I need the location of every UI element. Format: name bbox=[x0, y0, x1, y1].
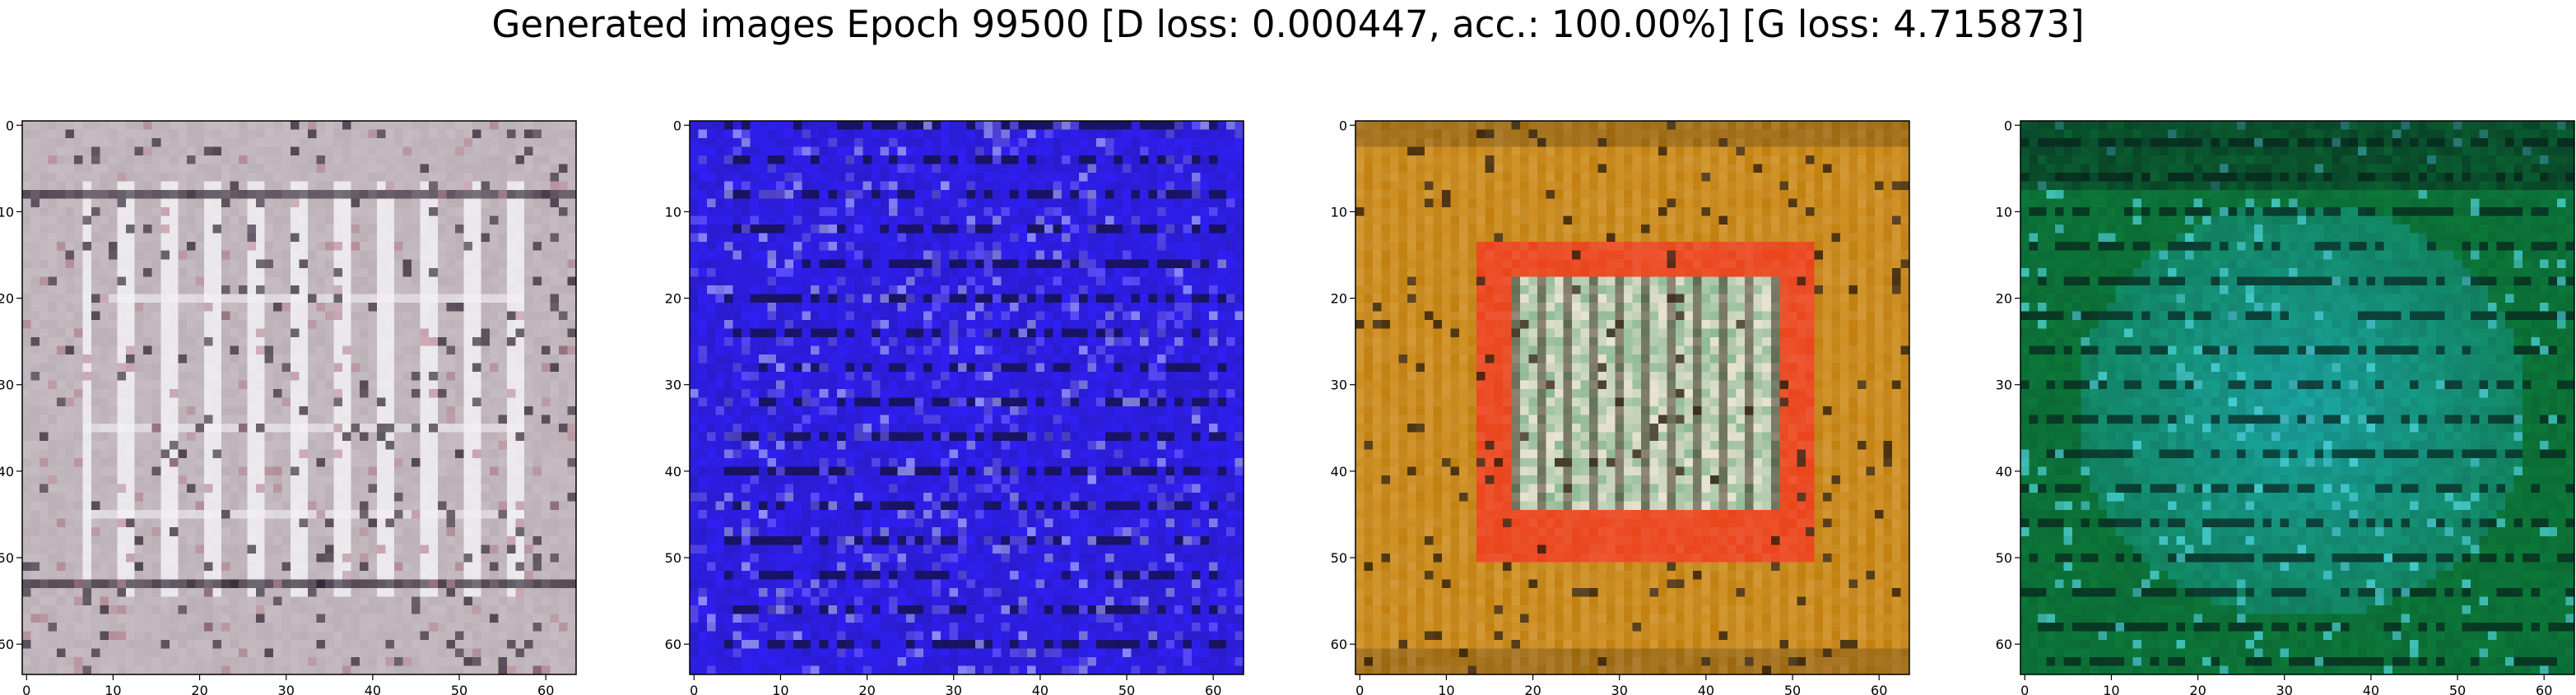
x-tick-label: 20 bbox=[2189, 683, 2206, 695]
x-tick-label: 30 bbox=[2276, 683, 2293, 695]
x-tick-label: 60 bbox=[537, 683, 554, 695]
x-tick-label: 60 bbox=[1205, 683, 1221, 695]
panel-green-teal: 0 10 20 30 40 50 60 0 10 20 30 40 50 60 bbox=[1996, 118, 2575, 695]
y-tick-label: 60 bbox=[1996, 637, 2012, 652]
x-tick-label: 0 bbox=[1355, 683, 1364, 695]
y-tick-label: 60 bbox=[665, 637, 681, 652]
x-tick-label: 30 bbox=[946, 683, 962, 695]
panel-orange-red-frame: 0 10 20 30 40 50 60 0 10 20 30 40 50 60 bbox=[1331, 118, 1910, 695]
y-tick-label: 20 bbox=[1331, 291, 1347, 307]
y-tick-label: 20 bbox=[0, 291, 14, 307]
y-tick-label: 40 bbox=[1331, 464, 1347, 480]
x-tick-label: 0 bbox=[22, 683, 30, 695]
y-tick-label: 30 bbox=[0, 378, 14, 393]
y-tick-label: 40 bbox=[1996, 464, 2012, 480]
x-tick-label: 50 bbox=[2449, 683, 2466, 695]
y-tick-label: 0 bbox=[6, 118, 14, 133]
y-tick-label: 10 bbox=[1996, 204, 2012, 220]
y-tick-label: 10 bbox=[665, 204, 681, 220]
y-tick-label: 50 bbox=[1331, 550, 1347, 566]
x-tick-label: 30 bbox=[1611, 683, 1628, 695]
y-tick-label: 50 bbox=[1996, 550, 2012, 566]
y-tick-label: 10 bbox=[0, 204, 14, 220]
x-tick-label: 50 bbox=[1784, 683, 1801, 695]
y-tick-label: 0 bbox=[1339, 118, 1347, 133]
x-tick-label: 30 bbox=[278, 683, 295, 695]
x-tick-label: 40 bbox=[1698, 683, 1714, 695]
x-tick-label: 10 bbox=[1438, 683, 1454, 695]
x-tick-label: 40 bbox=[2363, 683, 2379, 695]
y-tick-label: 30 bbox=[1331, 378, 1347, 393]
generated-image bbox=[1355, 121, 1909, 674]
y-tick-label: 0 bbox=[673, 118, 681, 133]
generated-image bbox=[2020, 121, 2574, 674]
y-tick-label: 50 bbox=[665, 550, 681, 566]
x-tick-label: 20 bbox=[858, 683, 875, 695]
x-tick-label: 10 bbox=[772, 683, 788, 695]
y-tick-label: 30 bbox=[1996, 378, 2012, 393]
x-tick-label: 20 bbox=[191, 683, 207, 695]
x-tick-label: 50 bbox=[1118, 683, 1135, 695]
x-tick-label: 60 bbox=[2536, 683, 2552, 695]
x-tick-label: 40 bbox=[1032, 683, 1049, 695]
x-tick-label: 10 bbox=[105, 683, 121, 695]
y-tick-label: 40 bbox=[0, 464, 14, 480]
y-tick-label: 0 bbox=[2004, 118, 2012, 133]
x-tick-label: 40 bbox=[365, 683, 381, 695]
y-tick-label: 60 bbox=[1331, 637, 1347, 652]
y-tick-label: 10 bbox=[1331, 204, 1347, 220]
x-tick-label: 0 bbox=[2020, 683, 2029, 695]
y-tick-label: 20 bbox=[665, 291, 681, 307]
x-tick-label: 20 bbox=[1524, 683, 1541, 695]
y-tick-label: 60 bbox=[0, 637, 14, 652]
x-tick-label: 0 bbox=[690, 683, 698, 695]
panel-blue-noise: 0 10 20 30 40 50 60 0 10 20 30 40 50 60 bbox=[665, 118, 1244, 695]
generated-image bbox=[22, 121, 576, 674]
x-tick-label: 10 bbox=[2103, 683, 2119, 695]
y-tick-label: 40 bbox=[665, 464, 681, 480]
panel-gray-grille: 0 10 20 30 40 50 60 0 10 20 30 40 50 60 bbox=[0, 118, 576, 695]
x-tick-label: 60 bbox=[1871, 683, 1887, 695]
y-tick-label: 30 bbox=[665, 378, 681, 393]
generated-image bbox=[690, 121, 1244, 674]
x-tick-label: 50 bbox=[451, 683, 467, 695]
y-tick-label: 50 bbox=[0, 550, 14, 566]
y-tick-label: 20 bbox=[1996, 291, 2012, 307]
